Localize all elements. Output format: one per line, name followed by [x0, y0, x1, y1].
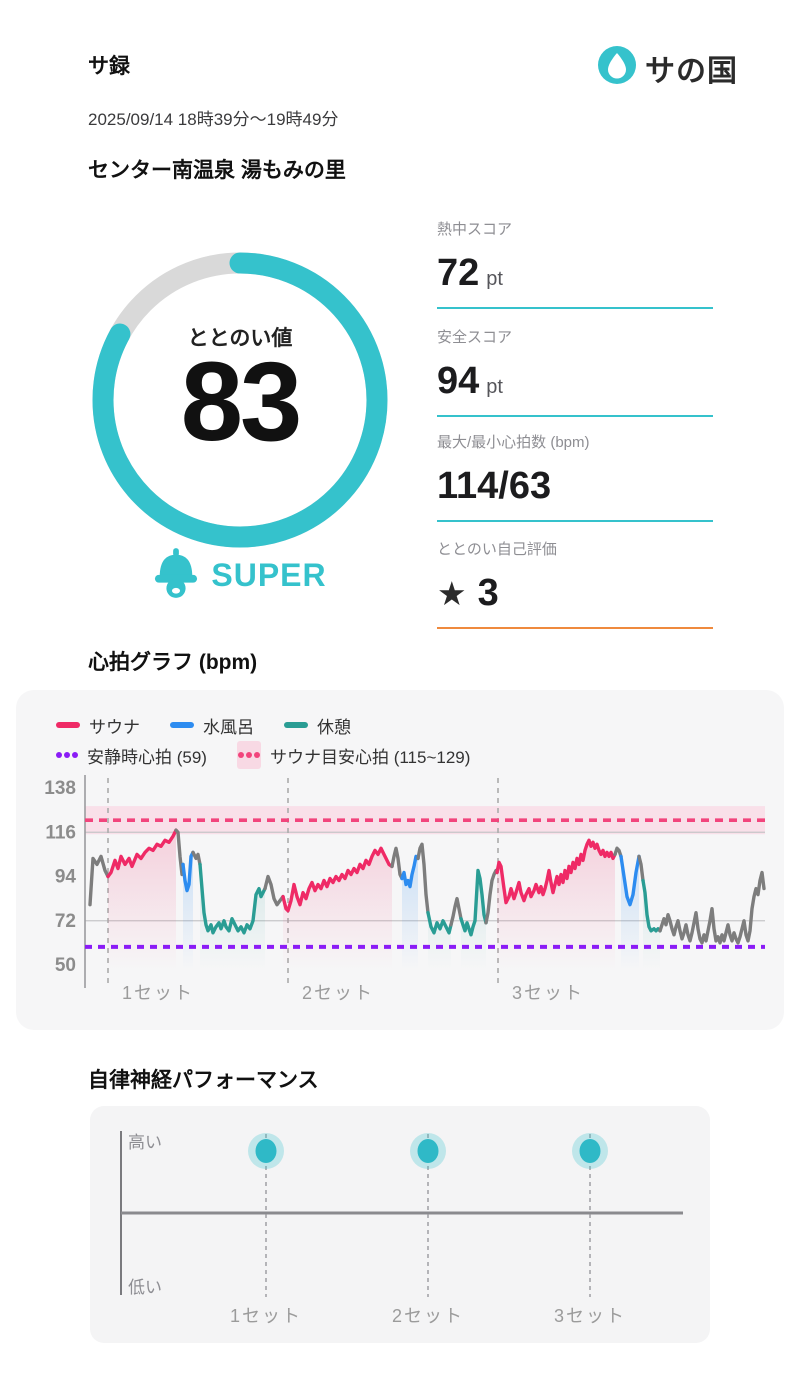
hr-line-gray [484, 868, 499, 925]
hr-chart-legend: サウナ 水風呂 休憩 安静時心拍 (59) [56, 712, 470, 769]
hr-line-cold [619, 854, 641, 907]
hr-line-rest [459, 868, 488, 937]
gauge-ring [92, 252, 388, 548]
autonomic-chart-card: 高い低い 1セット 2セット 3セット [90, 1106, 710, 1343]
hr-line-rest [198, 862, 267, 935]
hr-line-rest [641, 878, 662, 933]
high-label: 高い [128, 1133, 162, 1152]
rest-area-fill [461, 870, 486, 976]
stat-underline [437, 415, 713, 417]
performance-dot [579, 1139, 601, 1163]
rank-badge-label: SUPER [211, 557, 327, 593]
hr-line-gray [416, 842, 430, 915]
hr-line-gray [637, 854, 645, 883]
stat-underline [437, 627, 713, 629]
legend-coldbath: 水風呂 [170, 713, 254, 738]
venue-name: センター南温泉 湯もみの里 [88, 159, 346, 182]
y-tick-label: 72 [55, 911, 76, 932]
set-label: 3セット [554, 1306, 626, 1326]
autonomic-title: 自律神経パフォーマンス [88, 1069, 319, 1092]
sauna-target-band-swatch [236, 741, 261, 769]
hr-line-gray [263, 874, 285, 907]
legend-sauna-target: サウナ目安心拍 (115~129) [236, 741, 470, 769]
hr-chart-card: サウナ 水風呂 休憩 安静時心拍 (59) [16, 690, 784, 1030]
set-label: 3セット [512, 983, 584, 1003]
totonoi-gauge [90, 250, 390, 550]
sauna-area-fill [497, 840, 615, 976]
stat-unit: pt [486, 268, 503, 290]
set-label: 1セット [230, 1306, 302, 1326]
stat-label: ととのい自己評価 [437, 541, 557, 558]
y-tick-label: 116 [45, 822, 76, 843]
hr-line-gray [191, 850, 202, 867]
coldbath-line-swatch [170, 722, 194, 728]
hr-line-cold [181, 850, 195, 893]
legend-resting-hr: 安静時心拍 (59) [56, 743, 207, 768]
hr-chart-title: 心拍グラフ (bpm) [88, 651, 258, 674]
hr-line-gray [390, 846, 404, 881]
stat-value: 3 [477, 572, 499, 614]
hr-line-sauna [281, 846, 394, 913]
hr-line-sauna [495, 838, 617, 905]
set-label: 2セット [392, 1306, 464, 1326]
rank-badge: SUPER [90, 548, 390, 603]
stat-value: 72 [437, 252, 480, 294]
rest-line-swatch [284, 722, 308, 728]
hr-line-sauna [106, 828, 178, 879]
sauna-line-swatch [56, 722, 80, 728]
stat-underline [437, 520, 713, 522]
stat-label: 熱中スコア [437, 221, 513, 238]
hr-line-cold [400, 854, 420, 889]
set-label: 2セット [302, 983, 374, 1003]
sauna-area-fill [283, 848, 392, 976]
stat-self-rating: ととのい自己評価 ★ 3 [437, 538, 713, 629]
sanokuni-logo: サの国 [597, 45, 738, 90]
water-drop-icon [597, 45, 637, 90]
stat-safety-score: 安全スコア 94 pt [437, 326, 713, 417]
hr-chart-plot: 1セット 2セット 3セット 138 116 94 72 50 [44, 775, 766, 1003]
stat-unit: pt [486, 376, 503, 398]
star-icon: ★ [437, 575, 467, 612]
stat-label: 安全スコア [437, 329, 513, 346]
y-tick-label: 50 [55, 955, 76, 976]
performance-dot [255, 1139, 277, 1163]
stat-max-min-hr: 最大/最小心拍数 (bpm) 114/63 [437, 431, 713, 522]
rest-area-fill [643, 880, 660, 976]
hr-line-gray [449, 896, 463, 927]
app-title: サ録 [88, 55, 130, 78]
stat-underline [437, 307, 713, 309]
stat-label: 最大/最小心拍数 (bpm) [437, 434, 590, 451]
stat-heat-score: 熱中スコア 72 pt [437, 218, 713, 309]
logo-wordmark: サの国 [645, 54, 738, 88]
legend-rest: 休憩 [284, 713, 351, 738]
session-datetime: 2025/09/14 18時39分〜19時49分 [88, 110, 339, 129]
set-label: 1セット [122, 983, 194, 1003]
sauna-area-fill [108, 830, 176, 976]
hr-line-gray [658, 870, 766, 945]
legend-sauna: サウナ [56, 713, 140, 738]
stat-value: 114/63 [437, 465, 552, 507]
hr-line-gray [88, 854, 110, 907]
hr-line-rest [426, 910, 453, 935]
y-tick-label: 94 [55, 867, 77, 888]
totonoi-label: ととのい値 [187, 327, 293, 350]
performance-dot [417, 1139, 439, 1163]
hr-line-gray [613, 846, 623, 859]
resting-hr-dots-swatch [56, 752, 78, 758]
totonoi-value: 83 [180, 339, 303, 464]
low-label: 低い [128, 1278, 162, 1297]
stat-value: 94 [437, 360, 480, 402]
sauna-hat-icon [153, 548, 199, 603]
y-tick-label: 138 [44, 778, 76, 799]
